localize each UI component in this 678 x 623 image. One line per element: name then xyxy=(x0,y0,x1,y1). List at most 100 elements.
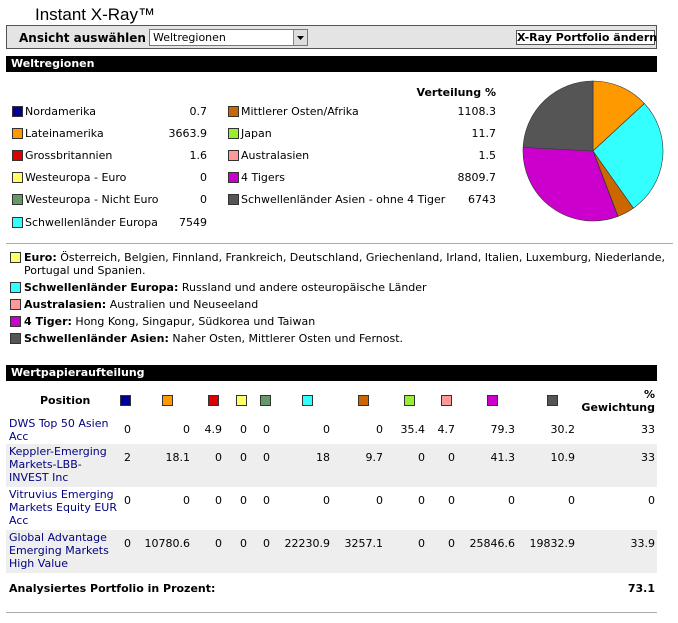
note-text: Russland und andere osteuropäische Lände… xyxy=(181,281,427,294)
region-value: 0.7 xyxy=(189,105,208,118)
note: Euro: Österreich, Belgien, Finnland, Fra… xyxy=(10,251,675,277)
view-label: Ansicht auswählen xyxy=(19,31,146,45)
region-name: Nordamerika xyxy=(25,105,96,118)
color-swatch xyxy=(228,128,239,139)
column-swatch xyxy=(487,395,498,406)
column-swatch xyxy=(302,395,313,406)
dropdown-arrow[interactable] xyxy=(293,30,307,45)
cell-value: 0 xyxy=(418,451,425,464)
column-swatch xyxy=(358,395,369,406)
color-swatch xyxy=(228,172,239,183)
cell-value: 0 xyxy=(323,423,330,436)
pie-chart xyxy=(522,80,664,222)
column-swatch xyxy=(120,395,131,406)
note-term: Australasien: xyxy=(24,298,107,311)
column-swatch xyxy=(260,395,271,406)
cell-value: 0 xyxy=(240,537,247,550)
color-swatch xyxy=(10,252,21,263)
cell-value: 10780.6 xyxy=(144,537,191,550)
region-value: 0 xyxy=(200,193,207,206)
cell-weight: 33.9 xyxy=(630,537,656,550)
footer-label: Analysiertes Portfolio in Prozent: xyxy=(9,582,216,595)
region-value: 1108.3 xyxy=(457,105,497,118)
cell-value: 9.7 xyxy=(365,451,384,464)
note-term: Schwellenländer Europa: xyxy=(24,281,179,294)
cell-value: 0 xyxy=(124,494,131,507)
color-swatch xyxy=(12,194,23,205)
region-name: Mittlerer Osten/Afrika xyxy=(241,105,359,118)
region-value: 7549 xyxy=(179,216,207,229)
cell-value: 0 xyxy=(124,537,131,550)
arrow-icon xyxy=(297,36,304,40)
notes: Euro: Österreich, Belgien, Finnland, Fra… xyxy=(10,251,675,349)
cell-value: 0 xyxy=(215,451,222,464)
color-swatch xyxy=(12,150,23,161)
separator xyxy=(6,612,657,613)
note: Australasien: Australien und Neuseeland xyxy=(10,298,675,311)
color-swatch xyxy=(228,150,239,161)
cell-value: 2 xyxy=(124,451,131,464)
pie-slice xyxy=(592,103,664,209)
color-swatch xyxy=(10,282,21,293)
section-header: Wertpapieraufteilung xyxy=(6,365,657,381)
column-swatch xyxy=(236,395,247,406)
page-title: Instant X-Ray™ xyxy=(35,5,155,24)
region-value: 1.5 xyxy=(478,149,497,162)
color-swatch xyxy=(10,299,21,310)
fund-link[interactable]: Keppler-Emerging Markets-LBB-INVEST Inc xyxy=(9,445,107,484)
fund-link[interactable]: Vitruvius Emerging Markets Equity EUR Ac… xyxy=(9,488,117,527)
fund-link[interactable]: Global Advantage Emerging Markets High V… xyxy=(9,531,109,570)
note-text: Österreich, Belgien, Finnland, Frankreic… xyxy=(24,251,666,277)
xray-button[interactable]: X-Ray Portfolio ändern xyxy=(516,30,658,45)
cell-value: 0 xyxy=(448,494,455,507)
cell-value: 0 xyxy=(263,423,270,436)
cell-value: 3257.1 xyxy=(344,537,384,550)
cell-weight: 33 xyxy=(641,423,655,436)
pie-slice xyxy=(592,80,645,152)
region-value: 8809.7 xyxy=(457,171,497,184)
cell-value: 0 xyxy=(376,423,383,436)
cell-value: 0 xyxy=(263,451,270,464)
column-swatch xyxy=(441,395,452,406)
cell-value: 18 xyxy=(316,451,330,464)
cell-value: 0 xyxy=(448,537,455,550)
cell-value: 30.2 xyxy=(550,423,576,436)
view-select[interactable]: Weltregionen xyxy=(149,29,308,46)
weight-header: Gewichtung xyxy=(581,401,655,414)
row-background xyxy=(6,444,657,487)
region-value: 0 xyxy=(200,171,207,184)
cell-value: 18.1 xyxy=(165,451,191,464)
region-name: Schwellenländer Asien - ohne 4 Tiger xyxy=(241,193,446,206)
cell-value: 10.9 xyxy=(550,451,576,464)
note-text: Naher Osten, Mittlerer Osten und Fernost… xyxy=(172,332,404,345)
note: Schwellenländer Europa: Russland und and… xyxy=(10,281,675,294)
region-name: Westeuropa - Euro xyxy=(25,171,127,184)
separator xyxy=(6,243,673,244)
region-name: Australasien xyxy=(241,149,310,162)
weight-header: % xyxy=(643,388,655,401)
cell-value: 22230.9 xyxy=(284,537,331,550)
pie-slice xyxy=(522,80,594,152)
cell-value: 0 xyxy=(263,494,270,507)
cell-value: 0 xyxy=(508,494,515,507)
cell-value: 4.9 xyxy=(204,423,223,436)
region-name: Westeuropa - Nicht Euro xyxy=(25,193,159,206)
cell-value: 0 xyxy=(215,537,222,550)
cell-value: 19832.9 xyxy=(529,537,576,550)
fund-link[interactable]: DWS Top 50 Asien Acc xyxy=(9,417,109,443)
region-value: 1.6 xyxy=(189,149,208,162)
region-name: Grossbritannien xyxy=(25,149,113,162)
cell-value: 0 xyxy=(240,451,247,464)
cell-weight: 0 xyxy=(648,494,655,507)
cell-value: 79.3 xyxy=(490,423,516,436)
color-swatch xyxy=(228,106,239,117)
cell-value: 0 xyxy=(183,494,190,507)
color-swatch xyxy=(10,333,21,344)
cell-value: 0 xyxy=(124,423,131,436)
distribution-header: Verteilung % xyxy=(416,86,496,99)
cell-value: 0 xyxy=(240,423,247,436)
column-swatch xyxy=(547,395,558,406)
note-text: Australien und Neuseeland xyxy=(109,298,259,311)
color-swatch xyxy=(12,106,23,117)
